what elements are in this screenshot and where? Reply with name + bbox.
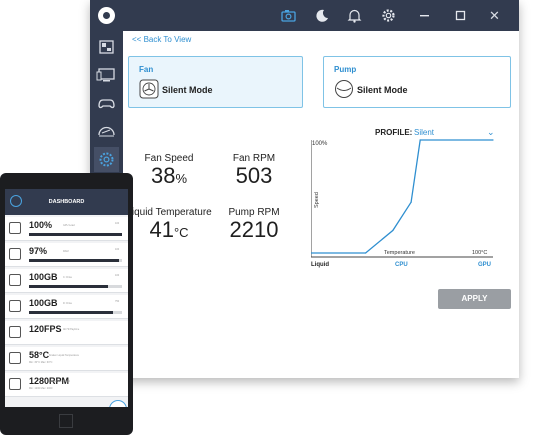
fan-card[interactable]: Fan Silent Mode bbox=[128, 56, 303, 108]
liquid-temperature-value: 41°C bbox=[149, 217, 189, 242]
metric-value: 100% bbox=[29, 220, 53, 230]
series-label-cpu[interactable]: CPU bbox=[395, 262, 408, 268]
fan-speed-label: Fan Speed bbox=[144, 153, 194, 164]
metric-label: GPU Load bbox=[63, 224, 75, 227]
fan-card-title: Fan bbox=[139, 65, 154, 74]
liquid-temperature-label: Liquid Temperature bbox=[126, 207, 212, 218]
title-bar: ✕ bbox=[90, 0, 519, 31]
back-to-view-link[interactable]: << Back To View bbox=[132, 35, 192, 44]
pump-icon bbox=[335, 80, 353, 98]
curve-point[interactable] bbox=[410, 201, 412, 203]
metric-icon bbox=[9, 222, 21, 234]
moon-icon[interactable] bbox=[313, 6, 332, 25]
maximize-icon[interactable] bbox=[451, 6, 470, 25]
metric-label: D: Drive bbox=[63, 302, 73, 305]
metric-label: Alt Hi Playtime bbox=[63, 328, 80, 331]
phone-metric-row[interactable]: 100GB C: Drive 100 bbox=[5, 269, 128, 293]
phone-logo-icon[interactable] bbox=[10, 195, 22, 207]
x-max-label: 100°C bbox=[472, 250, 487, 256]
y-max-label: 100% bbox=[312, 141, 328, 147]
phone-device: DASHBOARD 100% GPU Load 100 97% RAM 100 100GB C… bbox=[0, 173, 133, 435]
metric-icon bbox=[9, 248, 21, 260]
monitor-icon[interactable] bbox=[94, 63, 119, 88]
curve-point[interactable] bbox=[392, 229, 394, 231]
minimize-icon[interactable] bbox=[415, 6, 434, 25]
metric-range: Min: 1200 Max: 2000 bbox=[29, 387, 53, 390]
x-axis-title: Temperature bbox=[384, 250, 415, 256]
metric-value: 100GB bbox=[29, 298, 58, 308]
chevron-down-icon[interactable]: ⌄ bbox=[487, 127, 495, 137]
phone-fan-button-icon[interactable] bbox=[109, 400, 127, 407]
metric-label: Kraken Liquid Temperature bbox=[49, 354, 79, 357]
metric-progress-bar bbox=[29, 285, 122, 288]
metric-progress-bar bbox=[29, 259, 122, 262]
metric-range: Min: 30°C Max: 60°C bbox=[29, 361, 53, 364]
curve-point[interactable] bbox=[492, 139, 494, 141]
apply-button[interactable]: APPLY bbox=[438, 289, 511, 309]
metric-label: C: Drive bbox=[63, 276, 73, 279]
phone-metric-row[interactable]: 97% RAM 100 bbox=[5, 243, 128, 267]
pump-card[interactable]: Pump Silent Mode bbox=[323, 56, 511, 108]
phone-home-button[interactable] bbox=[59, 414, 73, 428]
dashboard-icon[interactable] bbox=[94, 35, 119, 60]
camera-icon[interactable] bbox=[279, 6, 298, 25]
metric-icon bbox=[9, 326, 21, 338]
phone-title: DASHBOARD bbox=[48, 199, 85, 205]
metric-max: 750 bbox=[115, 300, 120, 303]
metric-progress-bar bbox=[29, 233, 122, 236]
fan-curve-chart[interactable]: 100% 100°C Temperature Speed Liquid CPU … bbox=[311, 136, 507, 273]
fan-speed-value: 38% bbox=[150, 163, 188, 188]
speedometer-icon[interactable] bbox=[94, 119, 119, 144]
phone-screen: DASHBOARD 100% GPU Load 100 97% RAM 100 100GB C… bbox=[5, 189, 128, 407]
metric-progress-bar bbox=[29, 311, 122, 314]
fan-rpm-label: Fan RPM bbox=[232, 153, 276, 164]
metric-label: Kraken Fan Speed bbox=[49, 380, 70, 383]
app-logo-icon bbox=[98, 7, 115, 24]
pump-card-title: Pump bbox=[334, 65, 357, 74]
profile-select[interactable]: Silent bbox=[414, 128, 435, 137]
fan-rpm-value: 503 bbox=[235, 163, 273, 188]
app-window: ✕ << Back To View Fan Silent Mode bbox=[90, 0, 519, 378]
metric-value: 97% bbox=[29, 246, 48, 256]
main-content: << Back To View Fan Silent Mode Pump Sil… bbox=[123, 31, 519, 378]
phone-metric-row[interactable]: 120FPS Alt Hi Playtime bbox=[5, 321, 128, 345]
bell-icon[interactable] bbox=[345, 6, 364, 25]
fan-curve-line[interactable] bbox=[311, 139, 493, 254]
metric-max: 100 bbox=[115, 248, 120, 251]
metric-value: 100GB bbox=[29, 272, 58, 282]
metric-max: 100 bbox=[115, 274, 120, 277]
series-label-liquid[interactable]: Liquid bbox=[311, 262, 329, 268]
metric-icon bbox=[9, 300, 21, 312]
metric-value: 58°C bbox=[29, 350, 50, 360]
fan-icon bbox=[139, 79, 159, 99]
y-axis-title: Speed bbox=[314, 192, 320, 208]
metric-value: 1280RPM bbox=[29, 376, 70, 386]
phone-metric-row[interactable]: 100% GPU Load 100 bbox=[5, 217, 128, 241]
close-icon[interactable]: ✕ bbox=[489, 8, 500, 23]
gamepad-icon[interactable] bbox=[94, 91, 119, 116]
phone-metric-row[interactable]: 1280RPM Kraken Fan Speed Min: 1200 Max: 20… bbox=[5, 373, 128, 397]
series-label-gpu[interactable]: GPU bbox=[478, 262, 491, 268]
phone-metric-row[interactable]: 58°C Kraken Liquid Temperature Min: 30°C M… bbox=[5, 347, 128, 371]
curve-point[interactable] bbox=[365, 252, 367, 254]
pump-rpm-value: 2210 bbox=[229, 217, 279, 242]
curve-point[interactable] bbox=[419, 139, 421, 141]
metric-icon bbox=[9, 274, 21, 286]
pump-rpm-label: Pump RPM bbox=[228, 207, 280, 218]
phone-header: DASHBOARD bbox=[5, 189, 128, 215]
phone-metric-row[interactable]: 100GB D: Drive 750 bbox=[5, 295, 128, 319]
metric-label: RAM bbox=[63, 250, 69, 253]
pump-mode-label: Silent Mode bbox=[357, 85, 408, 95]
metric-icon bbox=[9, 378, 21, 390]
fan-settings-icon[interactable] bbox=[94, 147, 119, 172]
fan-mode-label: Silent Mode bbox=[162, 85, 213, 95]
metric-max: 100 bbox=[115, 222, 120, 225]
metric-icon bbox=[9, 352, 21, 364]
profile-label: PROFILE: bbox=[375, 128, 413, 137]
curve-point[interactable] bbox=[311, 252, 312, 254]
gear-icon[interactable] bbox=[379, 6, 398, 25]
metric-value: 120FPS bbox=[29, 324, 62, 334]
